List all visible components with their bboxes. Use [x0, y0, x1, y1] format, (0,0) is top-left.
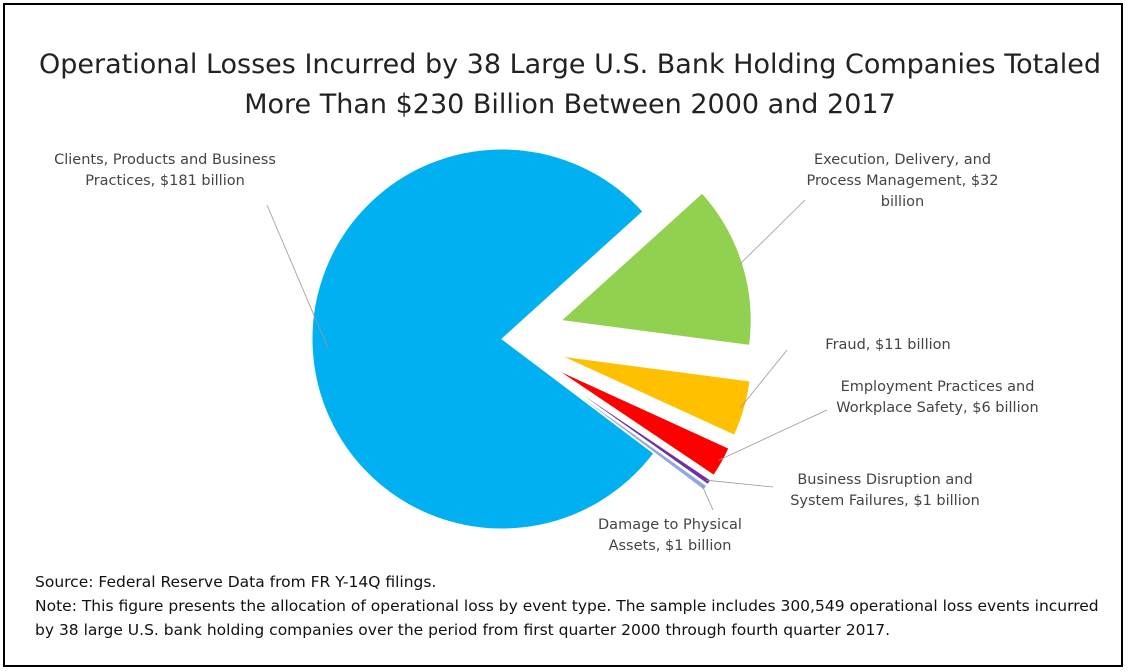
- pie-slice: [555, 368, 730, 476]
- pie-slice: [561, 355, 751, 436]
- leader-line: [706, 479, 774, 488]
- pie-slice: [311, 148, 655, 530]
- data-label: Business Disruption and System Failures,…: [790, 472, 980, 509]
- footnotes: Source: Federal Reserve Data from FR Y-1…: [35, 570, 1115, 642]
- data-label: Damage to Physical Assets, $1 billion: [598, 517, 742, 554]
- pie-slice: [560, 192, 752, 346]
- note: Note: This figure presents the allocatio…: [35, 597, 1099, 639]
- data-label: Execution, Delivery, and Process Managem…: [806, 152, 999, 210]
- leader-line: [738, 199, 806, 266]
- leader-line: [266, 204, 328, 347]
- pie-slice: [552, 373, 712, 486]
- data-label: Employment Practices and Workplace Safet…: [836, 379, 1039, 416]
- pie: [266, 148, 828, 530]
- leader-line: [718, 409, 828, 461]
- data-label: Clients, Products and Business Practices…: [54, 152, 276, 189]
- leader-line: [740, 349, 788, 408]
- leader-line: [701, 485, 714, 511]
- chart: Operational Losses Incurred by 38 Large …: [3, 3, 1123, 667]
- chart-title: Operational Losses Incurred by 38 Large …: [38, 49, 1102, 120]
- data-label: Fraud, $11 billion: [825, 337, 951, 353]
- source: Source: Federal Reserve Data from FR Y-1…: [35, 573, 437, 591]
